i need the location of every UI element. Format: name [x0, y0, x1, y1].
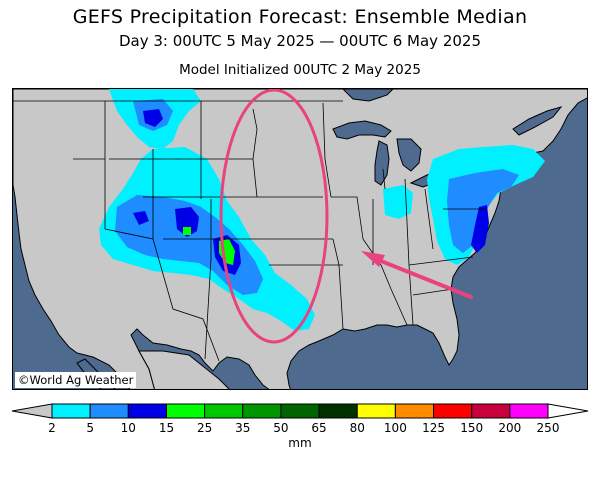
legend-swatch	[165, 403, 206, 419]
land-mexico	[138, 350, 230, 389]
legend-unit: mm	[288, 436, 312, 450]
map-canvas	[13, 89, 587, 389]
legend-tick-label: 125	[422, 421, 445, 435]
legend-tick-label: 250	[536, 421, 560, 435]
model-init: Model Initialized 00UTC 2 May 2025	[179, 62, 421, 78]
legend-swatch	[204, 403, 244, 419]
legend-tick-label: 80	[349, 421, 365, 435]
legend-swatch	[356, 403, 396, 419]
legend-tick-label: 200	[498, 421, 522, 435]
lake-superior	[332, 120, 392, 140]
legend-tick-label: 15	[158, 421, 175, 435]
legend-tick-label: 2	[48, 421, 56, 435]
legend-swatch	[394, 403, 435, 419]
state-borders	[13, 100, 487, 362]
legend-tick-label: 150	[460, 421, 484, 435]
hudson-bay	[342, 89, 394, 102]
legend-tick-label: 100	[383, 421, 407, 435]
legend-tick-label: 5	[86, 421, 94, 435]
color-legend	[11, 403, 589, 419]
lake-huron	[396, 138, 422, 172]
legend-over-arrow	[547, 403, 589, 419]
legend-tick-label: 50	[273, 421, 289, 435]
legend-tick-label: 25	[196, 421, 213, 435]
legend-tick-label: 10	[120, 421, 136, 435]
legend-swatch	[127, 403, 167, 419]
forecast-period: Day 3: 00UTC 5 May 2025 — 00UTC 6 May 20…	[119, 32, 481, 50]
highlight-ellipse	[219, 89, 329, 344]
legend-swatch	[318, 403, 358, 419]
legend-under-arrow	[11, 403, 53, 419]
legend-swatch	[242, 403, 282, 419]
legend-swatch	[51, 403, 91, 419]
precipitation-map: ©World Ag Weather	[12, 88, 588, 390]
lake-michigan	[374, 140, 390, 186]
legend-tick-label: 35	[235, 421, 251, 435]
st-lawrence	[512, 106, 563, 136]
legend-tick-label: 65	[311, 421, 327, 435]
legend-swatch	[89, 403, 129, 419]
page-title: GEFS Precipitation Forecast: Ensemble Me…	[72, 6, 528, 28]
legend-swatch	[471, 403, 511, 419]
legend-swatch	[280, 403, 320, 419]
copyright-label: ©World Ag Weather	[15, 372, 137, 388]
arrow-annotation	[361, 251, 473, 299]
legend-swatch	[509, 403, 549, 419]
legend-swatch	[433, 403, 473, 419]
